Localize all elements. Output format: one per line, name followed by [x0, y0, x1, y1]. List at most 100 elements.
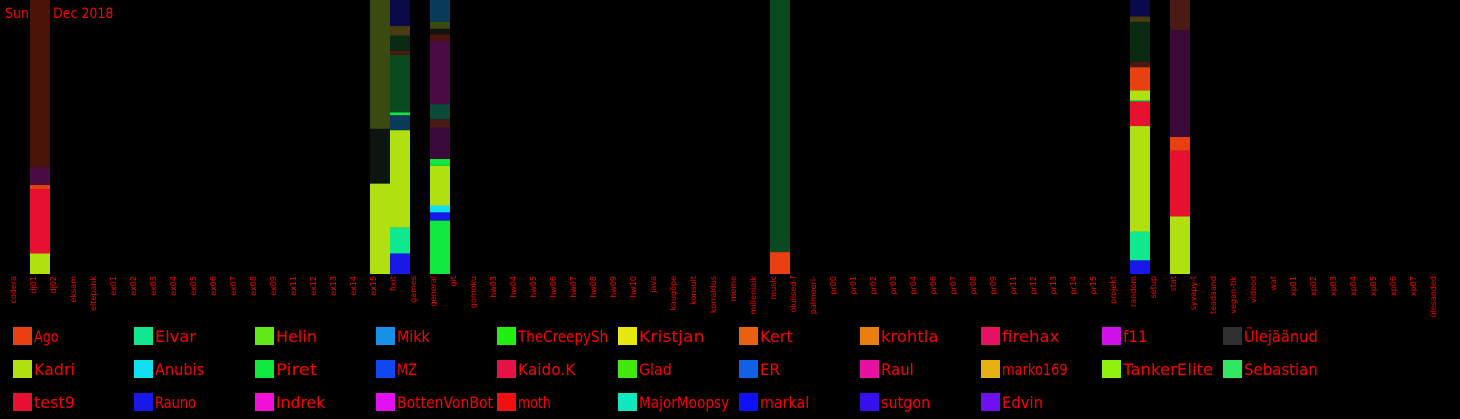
- legend-swatch: [1102, 327, 1121, 345]
- bar-stack-stat: [1170, 0, 1190, 274]
- x-tick-label: random: [1129, 276, 1138, 307]
- bar-stack-random: [1130, 0, 1150, 274]
- x-tick-label: stat: [1169, 276, 1178, 291]
- x-tick-label: ex08: [249, 276, 258, 296]
- x-tick-label: wat: [1269, 276, 1278, 291]
- x-tick-label: codera: [9, 276, 18, 304]
- x-tick-label: ex06: [209, 276, 218, 296]
- legend-label: Indrek: [276, 393, 326, 412]
- legend-label: Kert: [760, 327, 793, 346]
- x-tick-label: xp03: [1329, 276, 1338, 296]
- legend-item: Glad: [618, 360, 672, 379]
- legend-label: Rauno: [155, 393, 196, 412]
- bar-segment: [770, 252, 790, 274]
- x-tick-label: pr08: [969, 276, 978, 295]
- legend-label: sutgon: [881, 393, 930, 412]
- legend-label: TheCreepySh: [517, 327, 608, 346]
- x-tick-label: pr06: [929, 276, 938, 295]
- x-tick-label: dj02: [49, 276, 58, 293]
- legend-swatch: [860, 360, 879, 378]
- bar-segment: [430, 165, 450, 206]
- x-tick-label: music: [769, 276, 778, 300]
- x-tick-label: ex13: [329, 276, 338, 296]
- legend-swatch: [376, 360, 395, 378]
- x-tick-label: teadaand: [1209, 276, 1218, 314]
- legend-item: Piret: [255, 360, 317, 379]
- x-tick-label: setup: [1149, 276, 1158, 298]
- x-tick-label: hw10: [629, 276, 638, 298]
- bar-segment: [390, 54, 410, 113]
- legend-swatch: [497, 360, 516, 378]
- legend-item: Sebastian: [1223, 360, 1318, 379]
- x-tick-label: fixit: [389, 276, 398, 291]
- legend-item: Anubis: [134, 360, 204, 379]
- bar-segment: [370, 128, 390, 184]
- legend-swatch: [134, 327, 153, 345]
- legend-label: firehax: [1002, 327, 1059, 346]
- legend-swatch: [860, 327, 879, 345]
- bar-segment: [770, 0, 790, 253]
- legend-swatch: [618, 327, 637, 345]
- bar-segment: [430, 127, 450, 159]
- legend-label: krohtla: [881, 327, 938, 346]
- x-tick-label: gomoku: [469, 276, 478, 308]
- x-tick-label: ex05: [189, 276, 198, 296]
- legend-swatch: [376, 327, 395, 345]
- bar-segment: [30, 0, 50, 168]
- legend-swatch: [739, 360, 758, 378]
- legend-label: Anubis: [155, 360, 204, 379]
- legend-swatch: [981, 360, 1000, 378]
- x-tick-label: ex15: [369, 276, 378, 296]
- bar-segment: [390, 115, 410, 131]
- legend-item: Ago: [13, 327, 59, 346]
- legend-label: test9: [34, 393, 75, 412]
- x-tick-label: konsult: [689, 276, 698, 305]
- x-tick-label: ex02: [129, 276, 138, 296]
- legend-swatch: [739, 393, 758, 411]
- legend-label: marko169: [1002, 360, 1068, 379]
- x-tick-label: pr03: [889, 276, 898, 295]
- bar-segment: [1130, 21, 1150, 62]
- legend-label: MZ: [397, 360, 417, 379]
- legend-item: TheCreepySh: [497, 327, 608, 346]
- bar-segment: [430, 21, 450, 29]
- bar-segment: [1170, 30, 1190, 137]
- bar-segment: [1170, 216, 1190, 274]
- x-tick-label: ex03: [149, 276, 158, 296]
- legend-label: f11: [1123, 327, 1148, 346]
- legend-item: firehax: [981, 327, 1059, 346]
- bar-segment: [30, 184, 50, 190]
- legend-item: f11: [1102, 327, 1148, 346]
- x-tick-label: pr13: [1049, 276, 1058, 295]
- legend-swatch: [739, 327, 758, 345]
- x-tick-label: projekt: [1109, 276, 1118, 304]
- bar-segment: [370, 0, 390, 129]
- x-tick-label: pr00: [829, 276, 838, 295]
- legend-item: Rauno: [134, 393, 196, 412]
- x-tick-label: hw09: [609, 276, 618, 298]
- x-tick-label: hw05: [529, 276, 538, 298]
- x-tick-label: ex12: [309, 276, 318, 296]
- bar-segment: [430, 212, 450, 221]
- x-tick-label: hw08: [589, 276, 598, 298]
- legend-item: Elvar: [134, 327, 196, 346]
- legend-item: test9: [13, 393, 75, 412]
- legend-item: TankerElite: [1102, 360, 1213, 379]
- legend-swatch: [981, 327, 1000, 345]
- x-tick-label: meme: [729, 276, 738, 302]
- x-tick-label: syvapy-t: [1189, 276, 1198, 310]
- x-tick-label: ex09: [269, 276, 278, 296]
- bar-segment: [370, 183, 390, 274]
- legend-label: MajorMoopsy: [639, 393, 729, 412]
- legend-item: Indrek: [255, 393, 326, 412]
- bar-segment: [430, 0, 450, 22]
- legend-label: Kadri: [34, 360, 75, 379]
- bar-stack-dj01: [30, 0, 50, 274]
- bar-segment: [390, 50, 410, 55]
- x-tick-label: eltepank: [89, 276, 98, 311]
- legend-item: marko169: [981, 360, 1068, 379]
- legend-label: Kristjan: [639, 327, 705, 346]
- x-tick-label: ex01: [109, 276, 118, 296]
- bar-segment: [1170, 150, 1190, 217]
